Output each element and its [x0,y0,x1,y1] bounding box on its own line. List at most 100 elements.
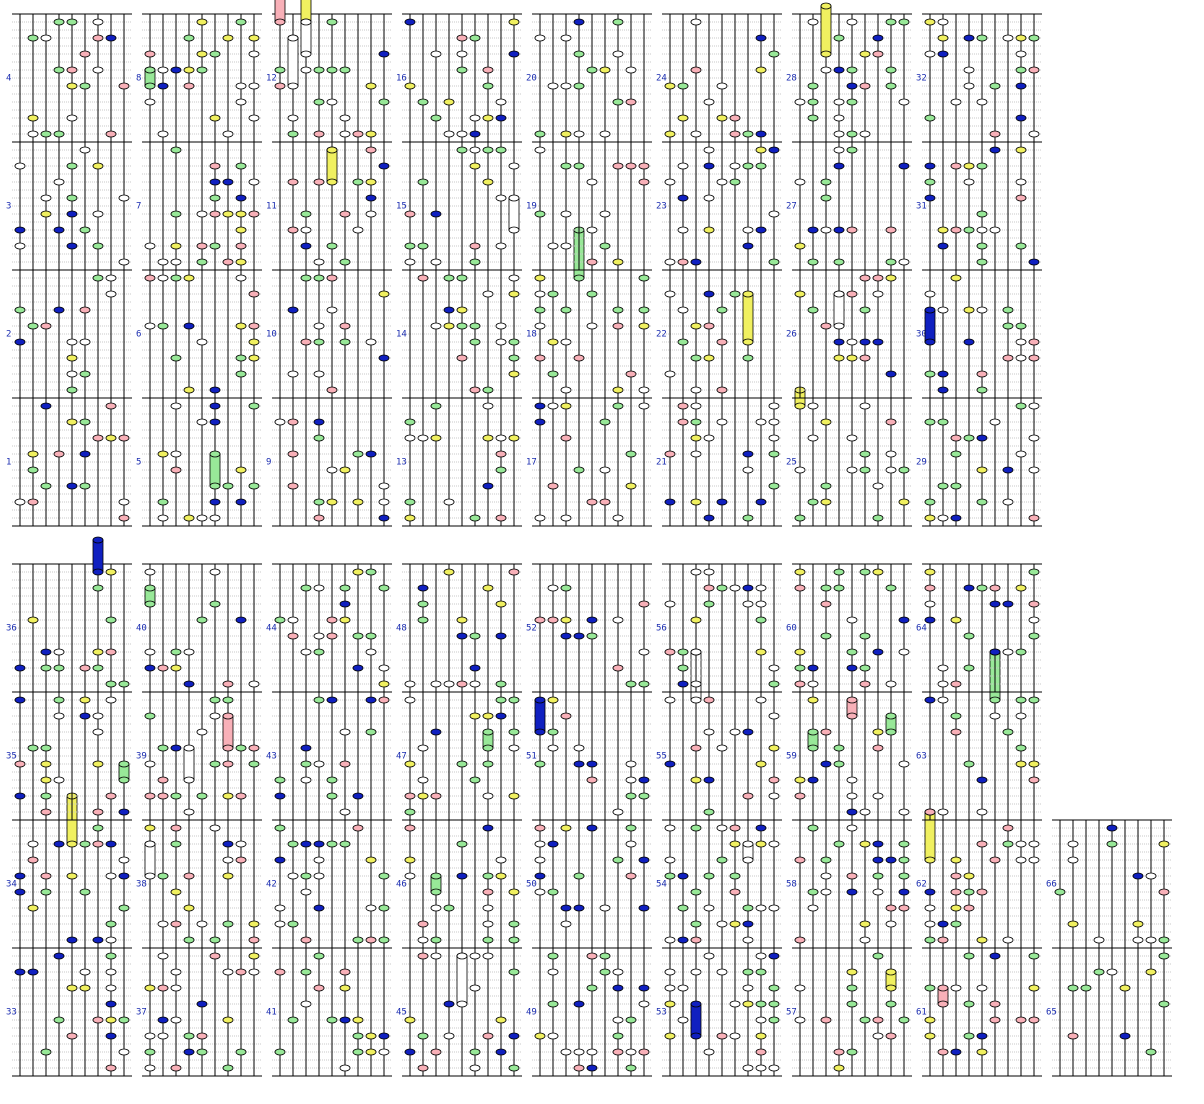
note [573,760,585,768]
note [690,322,702,330]
note [807,888,819,896]
measure-number: 56 [656,624,667,634]
note [677,680,689,688]
note-cap [690,696,702,704]
note-cap [183,744,195,752]
note [508,792,520,800]
note [417,98,429,106]
note [482,936,494,944]
note [976,808,988,816]
note [755,34,767,42]
note [482,482,494,490]
note [430,402,442,410]
note [950,888,962,896]
note [703,872,715,880]
note [495,1016,507,1024]
note [963,34,975,42]
note [27,856,39,864]
note [170,450,182,458]
note [612,402,624,410]
note [170,968,182,976]
note [833,584,845,592]
note [92,274,104,282]
note [144,568,156,576]
measure: 19 [526,141,652,271]
note [976,498,988,506]
note [378,872,390,880]
note [1015,322,1027,330]
note [807,824,819,832]
note [14,242,26,250]
note [248,760,260,768]
note [456,50,468,58]
note [248,50,260,58]
note [625,482,637,490]
note [248,968,260,976]
note [677,338,689,346]
note [729,888,741,896]
note [326,1016,338,1024]
note [950,450,962,458]
note [833,1064,845,1072]
note [989,146,1001,154]
note [534,824,546,832]
note [924,600,936,608]
note [1015,242,1027,250]
note [924,1016,936,1024]
note [27,616,39,624]
note [313,322,325,330]
note [820,322,832,330]
note [924,936,936,944]
note [105,1064,117,1072]
measure: 43 [266,691,392,821]
note [846,82,858,90]
measure-number: 48 [396,624,407,634]
note [183,680,195,688]
note [690,130,702,138]
note [885,370,897,378]
note [222,1064,234,1072]
note [768,712,780,720]
note [235,210,247,218]
note [950,226,962,234]
note [469,338,481,346]
measure-number: 45 [396,1008,407,1018]
measure-number: 25 [786,458,797,468]
note [755,952,767,960]
note [1080,984,1092,992]
note [560,130,572,138]
note [170,146,182,154]
note [157,274,169,282]
note [794,290,806,298]
note [105,648,117,656]
note [40,130,52,138]
measure: 58 [786,819,912,949]
note [27,466,39,474]
note [157,66,169,74]
note [716,178,728,186]
measure: 1 [6,397,132,527]
note [53,648,65,656]
note [209,50,221,58]
note [1015,744,1027,752]
note [157,130,169,138]
note [235,82,247,90]
note [716,1032,728,1040]
note [352,178,364,186]
note [404,434,416,442]
note-cap [183,776,195,784]
note [690,936,702,944]
note [716,856,728,864]
note [157,322,169,330]
note [690,66,702,74]
note [872,290,884,298]
note [1015,114,1027,122]
note [92,34,104,42]
note [573,872,585,880]
note [846,1048,858,1056]
note [508,920,520,928]
note [677,1016,689,1024]
note [820,418,832,426]
note [482,434,494,442]
note [40,322,52,330]
